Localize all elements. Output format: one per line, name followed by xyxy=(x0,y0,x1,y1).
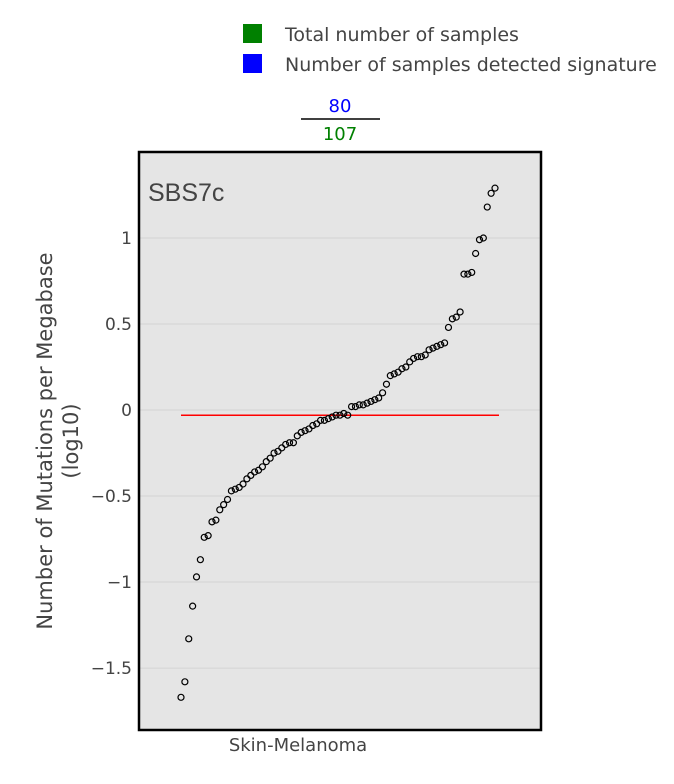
data-point xyxy=(390,370,398,378)
data-point xyxy=(185,635,193,643)
data-point xyxy=(371,396,379,404)
y-tick-label: 0.5 xyxy=(105,315,132,335)
data-point xyxy=(456,308,464,316)
legend-swatch-total xyxy=(243,24,262,43)
data-point xyxy=(227,487,235,495)
fraction-denominator: 107 xyxy=(323,124,357,145)
data-point xyxy=(328,413,336,421)
data-point xyxy=(468,268,476,277)
y-tick-label: −0.5 xyxy=(91,487,132,507)
data-point xyxy=(289,439,298,447)
data-point xyxy=(363,399,371,407)
data-point xyxy=(421,351,429,359)
data-point xyxy=(344,411,352,419)
data-point xyxy=(285,439,294,447)
data-point xyxy=(355,401,363,409)
data-point xyxy=(177,693,185,701)
data-point xyxy=(320,416,329,424)
data-point xyxy=(425,346,433,354)
data-point xyxy=(386,372,394,380)
y-axis-title-line2: (log10) xyxy=(59,403,83,478)
data-point xyxy=(251,468,259,476)
data-point xyxy=(208,518,216,526)
data-point xyxy=(340,409,348,418)
data-point xyxy=(441,339,449,347)
data-point xyxy=(437,341,445,349)
legend-label-detected: Number of samples detected signature xyxy=(285,54,657,76)
data-point xyxy=(475,236,484,244)
data-point xyxy=(316,416,325,424)
data-point xyxy=(189,602,197,610)
data-point xyxy=(483,203,491,211)
data-point xyxy=(192,573,201,581)
y-tick-label: −1 xyxy=(107,573,132,593)
y-tick-label: 1 xyxy=(121,229,132,249)
data-point xyxy=(433,342,441,350)
data-point xyxy=(444,323,453,332)
data-points xyxy=(177,184,499,701)
data-point xyxy=(367,397,375,406)
data-point xyxy=(359,401,367,409)
data-point xyxy=(378,389,387,397)
y-axis-title: Number of Mutations per Megabase (log10) xyxy=(33,252,83,629)
data-point xyxy=(417,353,425,361)
legend-label-total: Total number of samples xyxy=(284,24,519,46)
data-point xyxy=(270,449,278,457)
data-point xyxy=(212,516,220,524)
data-point xyxy=(452,313,460,321)
data-point xyxy=(196,556,204,564)
x-category-label: Skin-Melanoma xyxy=(229,735,367,756)
panel-label: SBS7c xyxy=(148,179,224,207)
data-point xyxy=(464,270,472,278)
data-point xyxy=(223,495,232,504)
y-tick-label: −1.5 xyxy=(91,659,132,679)
data-point xyxy=(402,363,410,371)
data-point xyxy=(231,485,239,493)
plot-area xyxy=(139,152,541,730)
data-point xyxy=(491,184,499,192)
data-point xyxy=(301,427,309,435)
fraction-numerator: 80 xyxy=(329,96,352,117)
data-point xyxy=(297,428,305,436)
data-point xyxy=(375,394,383,402)
data-point xyxy=(200,533,208,541)
data-point xyxy=(460,270,468,278)
plot-frame xyxy=(137,150,543,732)
y-axis-title-line1: Number of Mutations per Megabase xyxy=(33,252,57,629)
data-point xyxy=(398,365,406,373)
data-point xyxy=(429,344,437,352)
y-tick-label: 0 xyxy=(121,401,132,421)
data-point xyxy=(413,353,422,361)
data-point xyxy=(216,506,224,514)
data-point xyxy=(332,411,340,419)
y-axis-ticks: 1 0.5 0 −0.5 −1 −1.5 xyxy=(91,229,132,679)
data-point xyxy=(181,678,189,686)
data-point xyxy=(351,403,360,411)
data-point xyxy=(220,501,228,509)
data-point xyxy=(409,354,418,363)
legend: Total number of samples Number of sample… xyxy=(243,24,657,76)
sample-fraction: 80 107 xyxy=(301,96,380,145)
data-point xyxy=(324,415,332,423)
data-point xyxy=(266,454,274,462)
data-point xyxy=(282,440,290,449)
gridlines xyxy=(139,237,541,669)
data-point xyxy=(448,315,456,323)
data-point xyxy=(336,411,344,419)
data-point xyxy=(204,532,212,540)
data-point xyxy=(258,463,267,471)
data-point xyxy=(309,421,317,430)
legend-swatch-detected xyxy=(243,54,262,73)
data-point xyxy=(239,480,247,488)
data-point xyxy=(347,403,356,411)
data-point xyxy=(487,189,495,197)
data-point xyxy=(472,249,480,258)
data-point xyxy=(479,234,487,242)
data-point xyxy=(382,380,391,388)
